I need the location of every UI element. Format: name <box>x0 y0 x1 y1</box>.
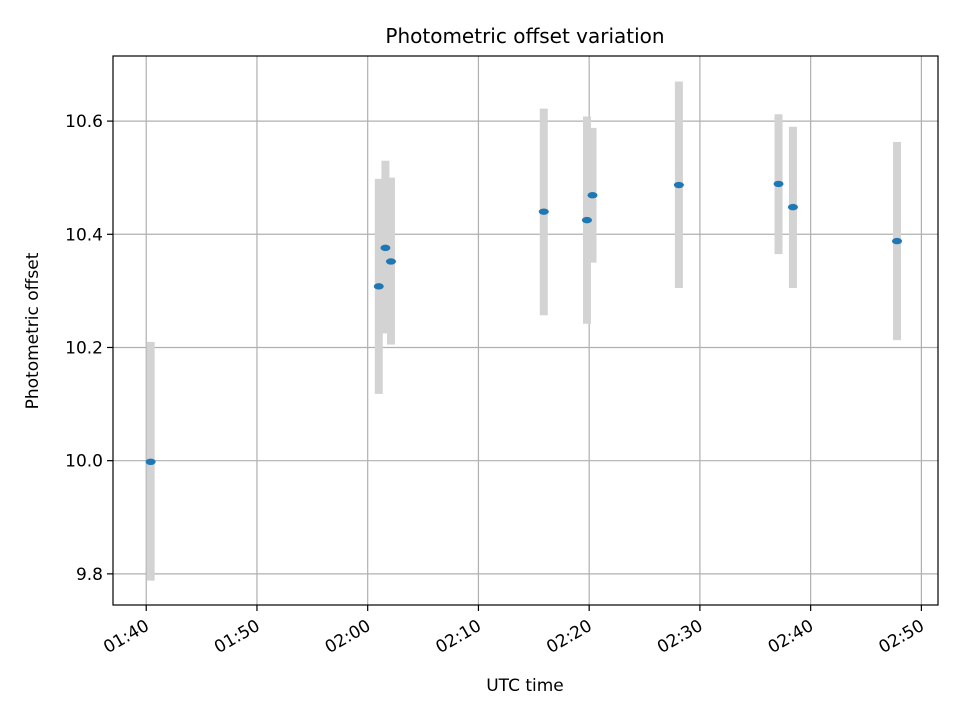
data-point <box>673 181 684 189</box>
data-points <box>145 180 903 466</box>
data-point <box>587 192 598 199</box>
y-axis-title: Photometric offset <box>23 252 43 409</box>
plot-frame <box>112 55 939 606</box>
data-point <box>581 216 592 224</box>
data-point <box>145 458 156 466</box>
data-point <box>538 208 549 215</box>
chart-title: Photometric offset variation <box>385 24 664 48</box>
grid <box>113 56 938 605</box>
y-tick-label: 9.8 <box>76 565 103 585</box>
y-tick-label: 10.0 <box>65 452 103 472</box>
data-point <box>385 258 396 265</box>
data-point <box>773 180 784 188</box>
data-point <box>892 237 903 245</box>
x-axis-title: UTC time <box>486 676 564 696</box>
data-point <box>380 244 391 252</box>
data-point <box>787 203 798 211</box>
y-axis-ticks: 9.8 10.0 10.2 10.4 10.6 <box>65 112 113 585</box>
y-tick-label: 10.6 <box>65 112 103 132</box>
y-tick-label: 10.2 <box>65 338 103 358</box>
y-tick-label: 10.4 <box>65 225 103 245</box>
data-point <box>373 283 384 290</box>
